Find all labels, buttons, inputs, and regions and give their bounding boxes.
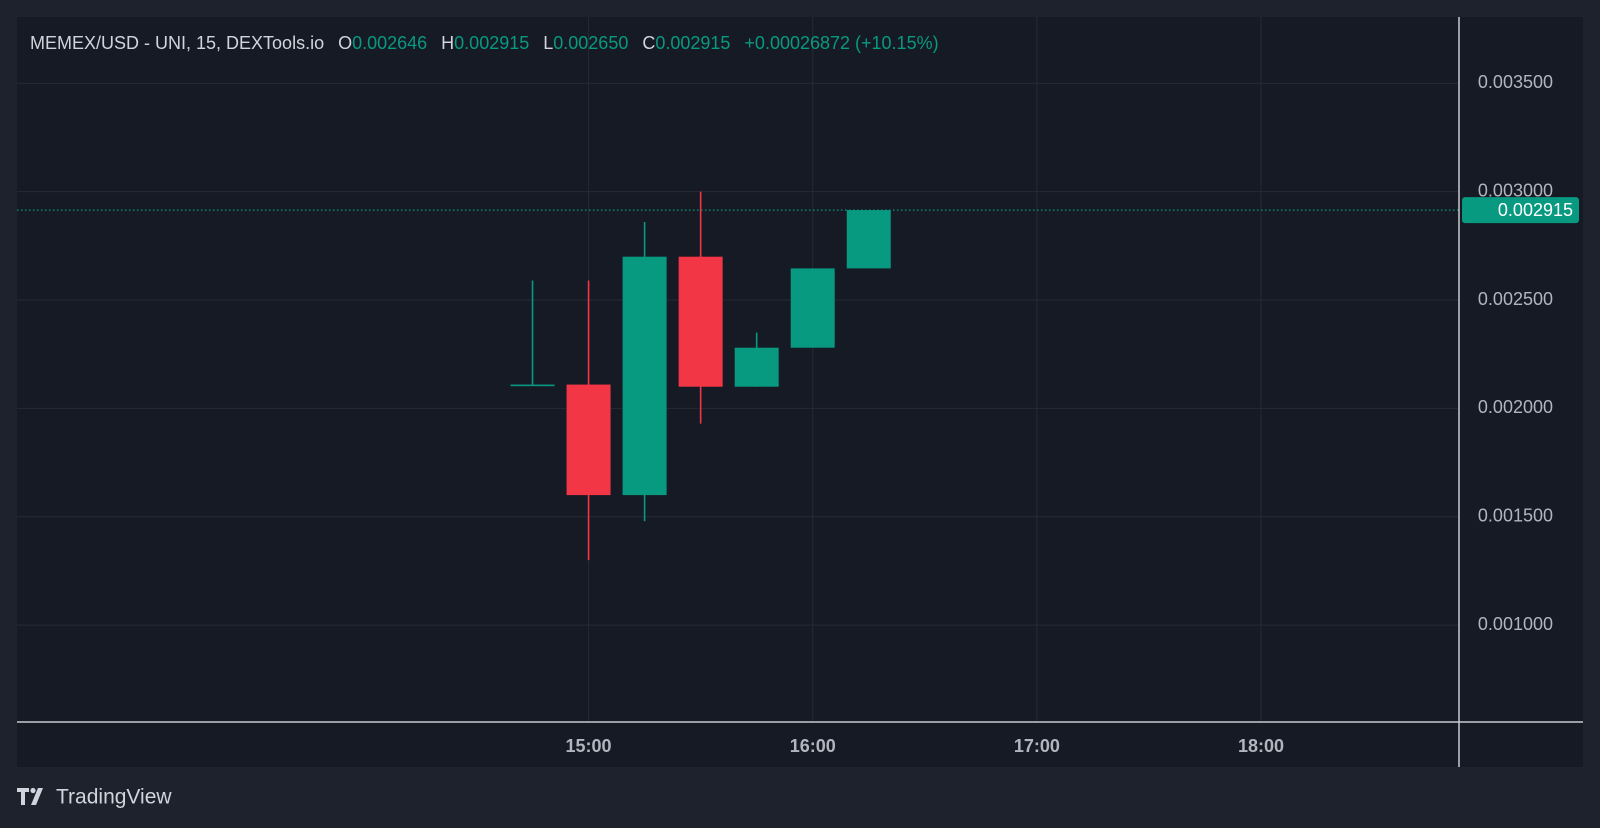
- chart-panel: [17, 17, 1583, 767]
- legend-text: +0.00026872 (+10.15%): [744, 33, 938, 53]
- candle-body: [622, 256, 667, 496]
- grid: [17, 17, 1459, 722]
- brand-name: TradingView: [56, 786, 172, 809]
- brand-logo: [17, 787, 43, 805]
- legend-text: 0.002646: [352, 33, 427, 53]
- y-tick-label: 0.003000: [1478, 180, 1553, 200]
- candle-body: [510, 384, 555, 387]
- candle-body: [566, 384, 611, 496]
- axes: 0.001000 0.001500 0.002000 0.002500 0.003000…: [17, 17, 1583, 767]
- y-tick-label: 0.002500: [1478, 289, 1553, 309]
- candle-body: [790, 268, 835, 348]
- candle-body: [846, 210, 891, 269]
- y-tick-label: 0.002000: [1478, 397, 1553, 417]
- y-tick-label: 0.001000: [1478, 614, 1553, 634]
- x-tick-label: 18:00: [1238, 736, 1284, 756]
- legend-text: 0.002915: [454, 33, 529, 53]
- x-tick-label: 16:00: [790, 736, 836, 756]
- last-price-badge: [1462, 197, 1579, 224]
- x-tick-label: 17:00: [1014, 736, 1060, 756]
- y-tick-label: 0.001500: [1478, 506, 1553, 526]
- legend-text: MEMEX/USD - UNI, 15, DEXTools.io: [30, 33, 324, 53]
- legend-text: C: [642, 33, 655, 53]
- legend-text: H: [441, 33, 454, 53]
- candles: [17, 191, 1459, 561]
- x-tick-label: 15:00: [566, 736, 612, 756]
- legend-text: 0.002915: [655, 33, 730, 53]
- y-tick-label: 0.003500: [1478, 72, 1553, 92]
- legend-text: O: [338, 33, 352, 53]
- legend-text: 0.002650: [553, 33, 628, 53]
- candle-body: [678, 256, 723, 387]
- legend-header: MEMEX/USD - UNI, 15, DEXTools.io O0.00264…: [30, 33, 939, 53]
- last-price-label: 0.002915: [1498, 200, 1573, 220]
- candle-body: [734, 347, 779, 387]
- legend-text: L: [543, 33, 553, 53]
